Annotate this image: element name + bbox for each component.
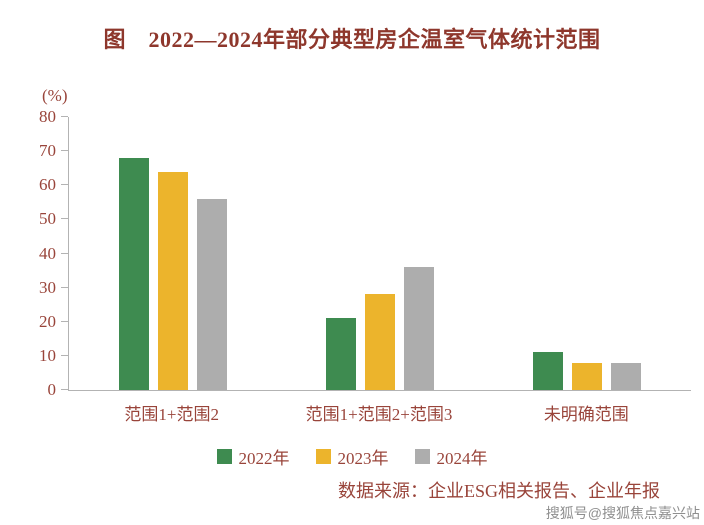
x-axis-labels: 范围1+范围2 范围1+范围2+范围3 未明确范围 (68, 400, 690, 425)
bar-series0-cat2 (533, 352, 564, 390)
data-source-note: 数据来源：企业ESG相关报告、企业年报 (337, 481, 660, 501)
y-tick-mark (61, 286, 68, 288)
legend-label: 2023年 (337, 449, 389, 468)
y-tick-label: 40 (39, 243, 56, 263)
bar-series1-cat2 (572, 362, 603, 390)
y-tick-label: 50 (39, 209, 56, 229)
legend-swatch (414, 449, 430, 464)
legend-swatch (216, 449, 232, 464)
y-tick-mark (61, 354, 68, 356)
y-tick-mark (61, 252, 68, 254)
bar-series1-cat1 (364, 294, 395, 390)
y-tick-label: 0 (47, 380, 57, 399)
legend-swatch (315, 449, 331, 464)
bar-series2-cat0 (196, 198, 227, 390)
y-tick-mark (61, 116, 68, 117)
y-tick-mark (61, 389, 68, 390)
legend: 2022年 2023年 2024年 (0, 444, 704, 469)
x-category-label: 未明确范围 (543, 405, 629, 424)
plot-area (68, 117, 691, 391)
watermark: 搜狐号@搜狐焦点嘉兴站 (545, 505, 700, 521)
legend-label: 2024年 (436, 449, 488, 468)
y-tick-label: 10 (39, 345, 56, 365)
y-tick-label: 20 (39, 311, 56, 331)
legend-item: 2024年 (414, 444, 488, 469)
y-tick-mark (61, 150, 68, 152)
bar-series1-cat0 (157, 171, 188, 390)
y-axis-unit-label: (%) (42, 86, 68, 105)
y-tick-label: 60 (39, 175, 56, 195)
chart-title: 图 2022—2024年部分典型房企温室气体统计范围 (103, 27, 601, 52)
x-category-label: 范围1+范围2+范围3 (305, 405, 453, 424)
y-tick-label: 30 (39, 277, 56, 297)
y-tick-label: 80 (39, 107, 56, 126)
x-category-label: 范围1+范围2 (124, 405, 219, 424)
bar-series2-cat2 (611, 362, 642, 390)
bar-group (533, 117, 642, 390)
y-tick-label: 70 (39, 141, 56, 161)
y-tick-mark (61, 218, 68, 220)
y-tick-mark (61, 184, 68, 186)
bar-group (118, 117, 227, 390)
bar-series2-cat1 (403, 267, 434, 390)
bar-series0-cat1 (325, 318, 356, 390)
bar-group (325, 117, 434, 390)
bar-series0-cat0 (118, 157, 149, 390)
legend-label: 2022年 (238, 449, 290, 468)
y-tick-mark (61, 320, 68, 322)
legend-item: 2022年 (216, 444, 290, 469)
legend-item: 2023年 (315, 444, 389, 469)
